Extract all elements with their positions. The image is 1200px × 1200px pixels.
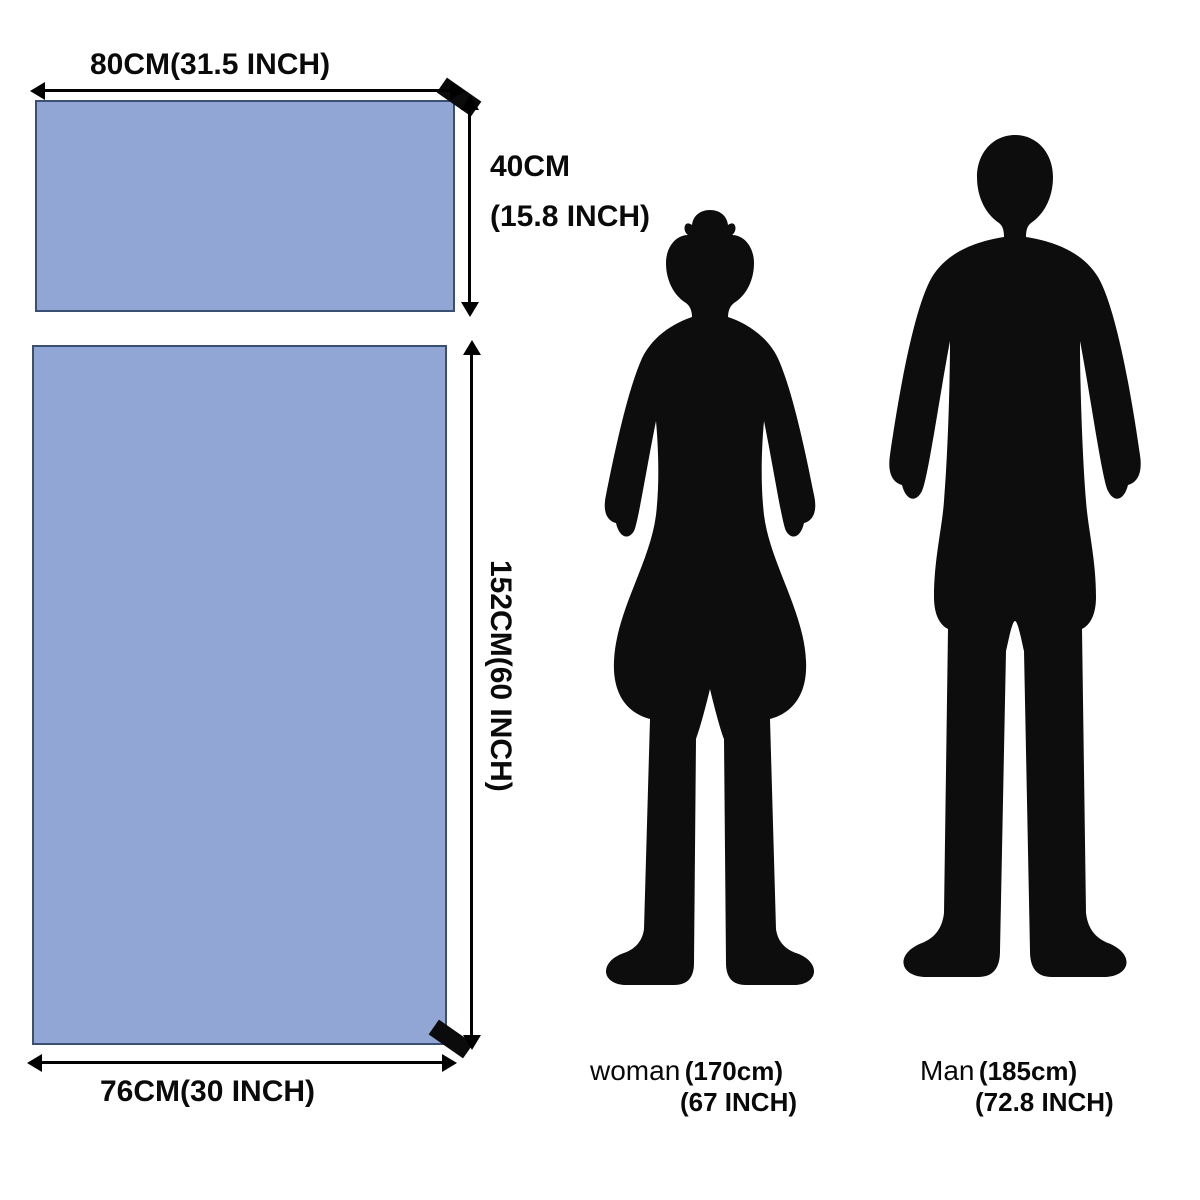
small-towel xyxy=(35,100,455,312)
man-name: Man xyxy=(920,1055,974,1086)
woman-name: woman xyxy=(590,1055,680,1086)
woman-height-in: (67 INCH) xyxy=(680,1087,797,1118)
man-label: Man (185cm) (72.8 INCH) xyxy=(920,1055,1114,1118)
small-towel-side-arrow xyxy=(468,100,471,312)
man-height-in: (72.8 INCH) xyxy=(975,1087,1114,1118)
large-towel xyxy=(32,345,447,1045)
arrow-down-icon xyxy=(461,302,479,317)
arrow-up-icon xyxy=(461,95,479,110)
woman-silhouette-icon xyxy=(580,210,840,1050)
arrow-left-icon xyxy=(30,82,45,100)
large-towel-height-label: 152CM(60 INCH) xyxy=(483,560,517,792)
arrow-up-icon xyxy=(463,340,481,355)
small-towel-width-label: 80CM(31.5 INCH) xyxy=(90,48,330,82)
man-height-cm: (185cm) xyxy=(979,1056,1077,1086)
small-towel-top-arrow xyxy=(35,89,455,92)
arrow-right-icon xyxy=(442,1054,457,1072)
large-towel-bottom-arrow xyxy=(32,1061,447,1064)
large-towel-side-arrow xyxy=(470,345,473,1045)
woman-label: woman (170cm) (67 INCH) xyxy=(590,1055,797,1118)
large-towel-width-label: 76CM(30 INCH) xyxy=(100,1075,315,1109)
woman-height-cm: (170cm) xyxy=(685,1056,783,1086)
arrow-down-icon xyxy=(463,1035,481,1050)
man-silhouette-icon xyxy=(870,135,1160,1050)
size-comparison-infographic: 80CM(31.5 INCH) 40CM (15.8 INCH) 152CM(6… xyxy=(0,0,1200,1200)
small-towel-height-label-1: 40CM xyxy=(490,150,570,184)
arrow-left-icon xyxy=(27,1054,42,1072)
